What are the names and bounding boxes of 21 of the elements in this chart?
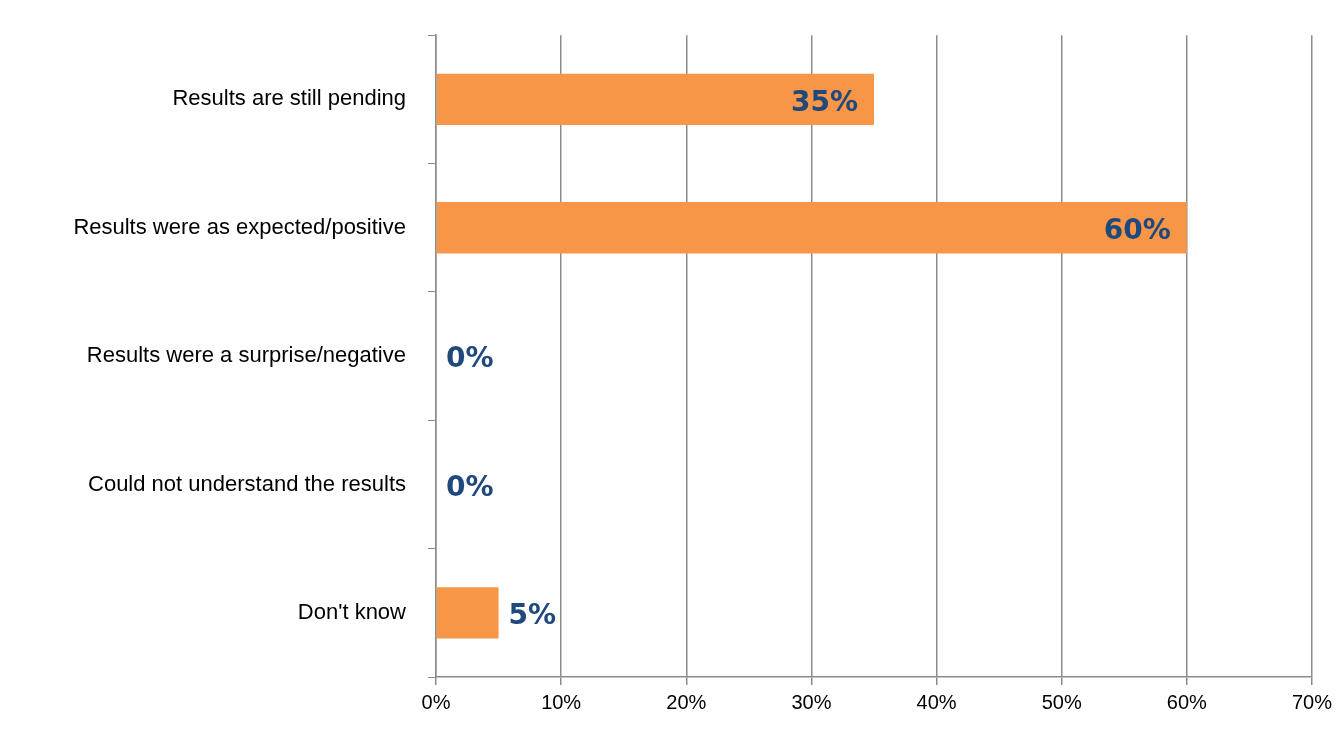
x-tick-label: 60% — [1166, 690, 1208, 713]
x-tick-label: 40% — [916, 690, 957, 713]
data-label: 0% — [446, 341, 494, 375]
bar — [436, 587, 499, 639]
y-tick-label: Results were a surprise/negative — [86, 342, 406, 368]
data-label: 35% — [790, 84, 858, 118]
x-tick-label: 70% — [1291, 690, 1333, 713]
x-tick-label: 20% — [666, 690, 707, 713]
x-tick-label: 0% — [421, 690, 451, 713]
x-tick-label: 30% — [791, 690, 832, 713]
x-tick-label: 50% — [1041, 690, 1082, 713]
data-label: 60% — [1103, 213, 1171, 247]
data-label: 5% — [508, 598, 557, 632]
x-tick-label: 10% — [541, 690, 582, 713]
y-tick-label: Could not understand the results — [88, 470, 406, 496]
bar — [436, 73, 874, 126]
y-tick-label: Results were as expected/positive — [73, 213, 406, 239]
y-tick-label: Results are still pending — [172, 85, 406, 111]
y-tick-label: Don't know — [297, 598, 407, 624]
bar — [436, 202, 1187, 254]
data-label: 0% — [446, 469, 494, 503]
